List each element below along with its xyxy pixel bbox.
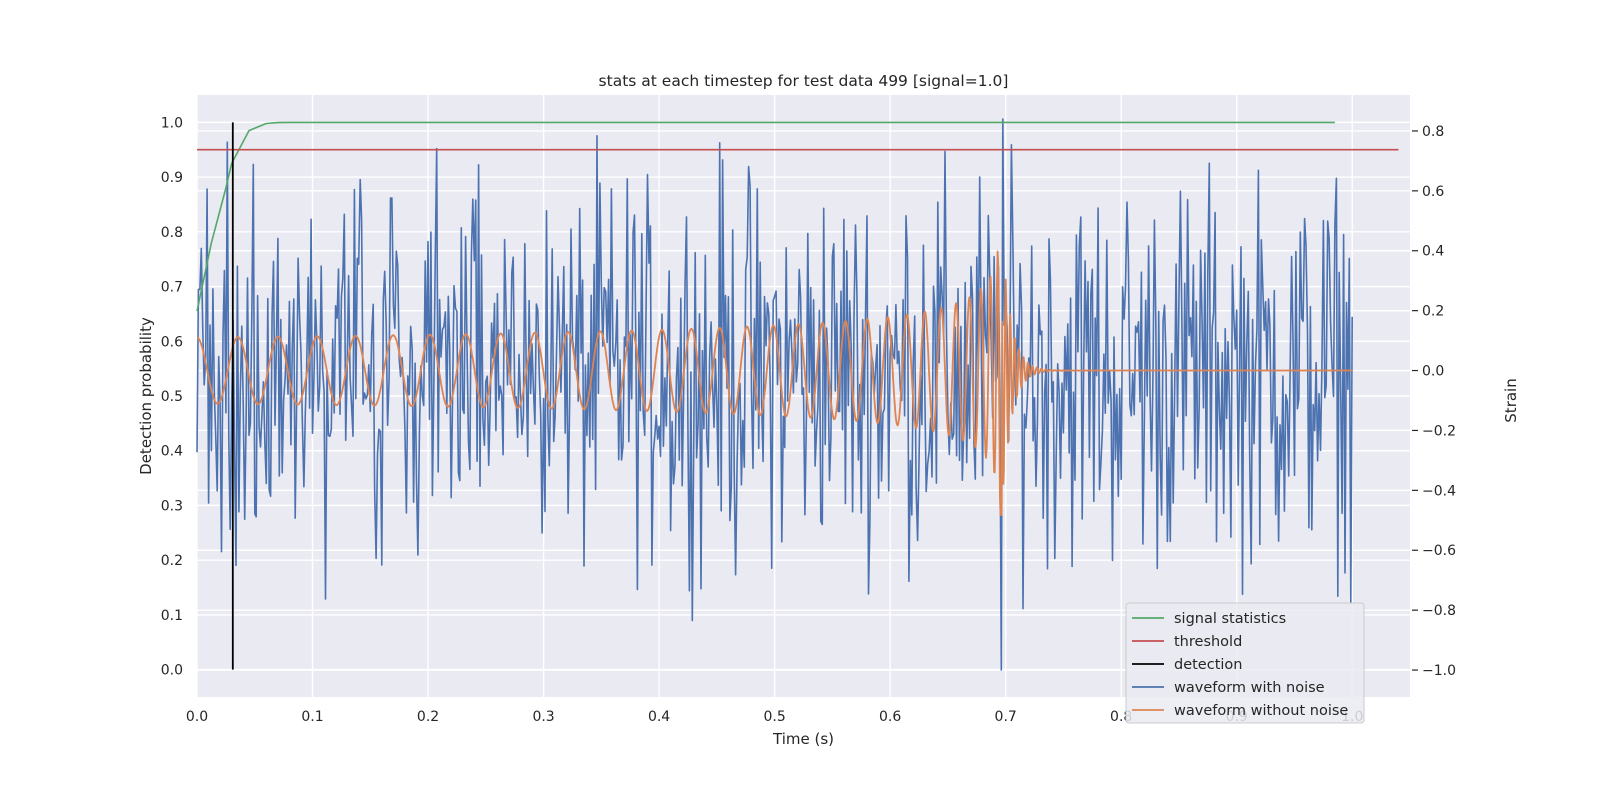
y-tick-label-left: 0.2 [161,553,183,569]
y-tick-label-left: 0.8 [161,225,183,241]
series-layer [196,118,1399,671]
y-tick-label-right: 0.4 [1422,244,1444,260]
y-tick-label-left: 0.7 [161,280,183,296]
chart-title: stats at each timestep for test data 499… [599,72,1009,90]
y-tick-label-left: 0.0 [161,663,183,679]
y-tick-label-left: 0.3 [161,498,183,514]
y-tick-label-right: 0.0 [1422,364,1444,380]
y-tick-label-left: 0.1 [161,608,183,624]
y-tick-label-right: 0.2 [1422,304,1444,320]
y-tick-label-left: 1.0 [161,115,183,131]
x-tick-label: 0.0 [186,709,208,725]
series-waveform-without-noise [196,250,1353,516]
y-tick-label-right: −0.6 [1422,543,1456,559]
y-axis-label-right: Strain [1502,378,1520,422]
y-tick-label-right: −0.4 [1422,483,1456,499]
x-tick-label: 0.1 [301,709,323,725]
legend-label: signal statistics [1174,611,1286,627]
y-tick-label-right: −1.0 [1422,663,1456,679]
legend-box [1125,602,1365,724]
y-tick-label-left: 0.9 [161,170,183,186]
series-signal-statistics [196,121,1335,312]
legend-label: waveform without noise [1174,703,1348,719]
x-tick-label: 0.6 [879,709,901,725]
x-tick-label: 0.4 [648,709,670,725]
y-axis-label-left: Detection probability [137,317,155,475]
x-tick-label: 0.5 [763,709,785,725]
x-tick-label: 0.7 [995,709,1017,725]
x-axis-label: Time (s) [772,730,834,748]
y-tick-label-left: 0.4 [161,444,183,460]
x-tick-label: 0.2 [417,709,439,725]
y-tick-label-right: −0.8 [1422,603,1456,619]
series-waveform-with-noise [196,118,1353,671]
legend-label: threshold [1174,634,1242,650]
legend-label: detection [1174,657,1242,673]
y-tick-label-right: 0.8 [1422,124,1444,140]
y-tick-label-right: 0.6 [1422,184,1444,200]
legend-label: waveform with noise [1174,680,1325,696]
legend: signal statistics threshold detection wavef… [1125,602,1365,724]
y-tick-label-right: −0.2 [1422,423,1456,439]
y-tick-label-left: 0.6 [161,334,183,350]
x-tick-label: 0.3 [532,709,554,725]
y-tick-label-left: 0.5 [161,389,183,405]
